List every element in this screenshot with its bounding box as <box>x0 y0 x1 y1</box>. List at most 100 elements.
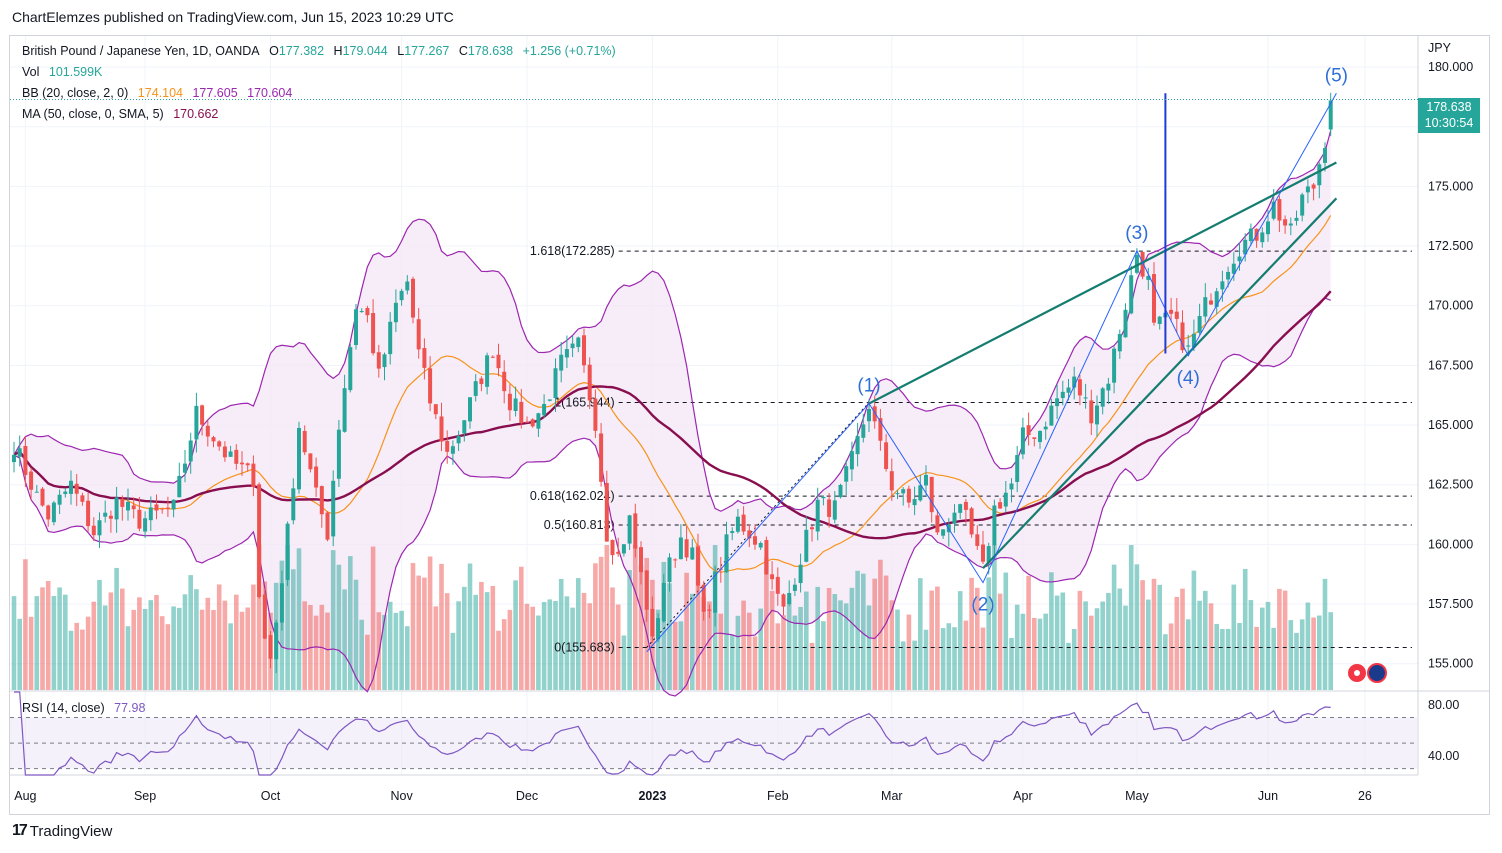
bar-countdown: 10:30:54 <box>1424 116 1474 130</box>
candle-body <box>34 491 39 493</box>
candle-body <box>217 441 222 447</box>
volume-bar <box>1077 590 1083 690</box>
candle-body <box>912 499 917 506</box>
candle-body <box>433 404 438 415</box>
candle-body <box>234 449 239 464</box>
volume-bar <box>1197 600 1202 690</box>
candle-body <box>1305 186 1310 193</box>
candle-body <box>855 436 860 455</box>
y-tick-label: 157.500 <box>1428 597 1473 611</box>
candle-body <box>502 371 507 392</box>
x-tick-label: Nov <box>390 789 413 803</box>
volume-bar <box>1032 617 1037 690</box>
candle-body <box>707 609 712 611</box>
fib-level-label: 1(165.944) <box>554 396 614 410</box>
candle-body <box>1283 219 1288 226</box>
candle-body <box>126 501 130 511</box>
candle-body <box>154 504 159 511</box>
x-tick-label: Apr <box>1013 789 1032 803</box>
volume-bar <box>439 563 444 690</box>
candle-body <box>998 502 1003 509</box>
candle-body <box>924 474 928 486</box>
candle-body <box>741 514 746 532</box>
volume-bar <box>484 592 490 690</box>
candle-body <box>1015 455 1020 482</box>
volume-bar <box>251 584 256 690</box>
candle-body <box>382 354 387 368</box>
volume-bar <box>547 599 553 690</box>
volume-bar <box>1128 545 1134 690</box>
candle-body <box>656 618 661 640</box>
candle-body <box>1169 309 1174 314</box>
volume-bar <box>85 616 91 690</box>
candle-body <box>1214 291 1219 307</box>
candle-body <box>667 557 672 583</box>
candle-body <box>832 500 837 520</box>
candle-body <box>570 343 575 349</box>
candle-body <box>262 594 267 639</box>
volume-bar <box>1242 569 1248 690</box>
candle-body <box>884 442 889 470</box>
volume-bar <box>80 629 85 690</box>
volume-bar <box>769 590 775 690</box>
candle-body <box>325 512 330 540</box>
tradingview-logo[interactable]: 17 TradingView <box>12 822 112 840</box>
candle-body <box>86 500 91 527</box>
candle-body <box>804 529 809 562</box>
volume-bar <box>142 608 148 690</box>
x-tick-label: Jun <box>1258 789 1278 803</box>
volume-bar <box>581 592 587 690</box>
candle-body <box>633 513 638 549</box>
candle-body <box>359 311 364 313</box>
candle-body <box>137 509 142 529</box>
candle-body <box>450 446 455 454</box>
volume-bar <box>598 556 604 690</box>
candle-body <box>1026 425 1031 435</box>
volume-bar <box>245 607 250 690</box>
candle-body <box>770 574 775 580</box>
candle-body <box>753 536 757 545</box>
volume-bar <box>604 545 610 690</box>
volume-bar <box>450 632 456 690</box>
volume-bar <box>342 589 347 690</box>
candle-body <box>12 454 16 463</box>
volume-bar <box>1049 572 1054 690</box>
volume-bar <box>211 609 216 690</box>
candle-body <box>827 499 832 517</box>
volume-bar <box>832 594 838 690</box>
volume-bar <box>91 601 97 690</box>
candle-body <box>291 488 296 521</box>
candle-body <box>867 408 871 422</box>
candle-body <box>63 491 68 495</box>
volume-bar <box>1157 584 1162 690</box>
volume-bar <box>496 630 501 690</box>
y-tick-label: 160.000 <box>1428 537 1473 551</box>
y-tick-label: 172.500 <box>1428 239 1473 253</box>
volume-bar <box>826 587 832 690</box>
candle-body <box>1271 201 1276 219</box>
volume-bar <box>387 601 393 690</box>
rsi-line <box>14 691 1331 776</box>
candle-body <box>1152 274 1156 323</box>
legend-low-label: L <box>397 44 405 58</box>
x-tick-label: Aug <box>14 789 36 803</box>
last-price-badge: 178.638 10:30:54 <box>1418 98 1480 133</box>
volume-bar <box>615 604 621 690</box>
volume-bar <box>1060 592 1066 690</box>
bb-upper-line <box>13 130 1332 512</box>
candle-body <box>901 489 906 494</box>
last-price: 178.638 <box>1426 100 1472 114</box>
volume-bar <box>63 594 68 690</box>
uk-flag-icon <box>1367 663 1387 683</box>
x-tick-label: May <box>1125 789 1149 803</box>
volume-bar <box>473 594 478 690</box>
rsi-axis-label: 80.00 <box>1428 698 1459 712</box>
volume-bar <box>672 621 678 690</box>
candle-body <box>781 594 786 607</box>
candle-body <box>1106 383 1111 391</box>
candle-body <box>279 583 284 623</box>
volume-bar <box>1071 628 1077 690</box>
volume-bar <box>530 606 535 690</box>
volume-bar <box>1083 601 1088 690</box>
